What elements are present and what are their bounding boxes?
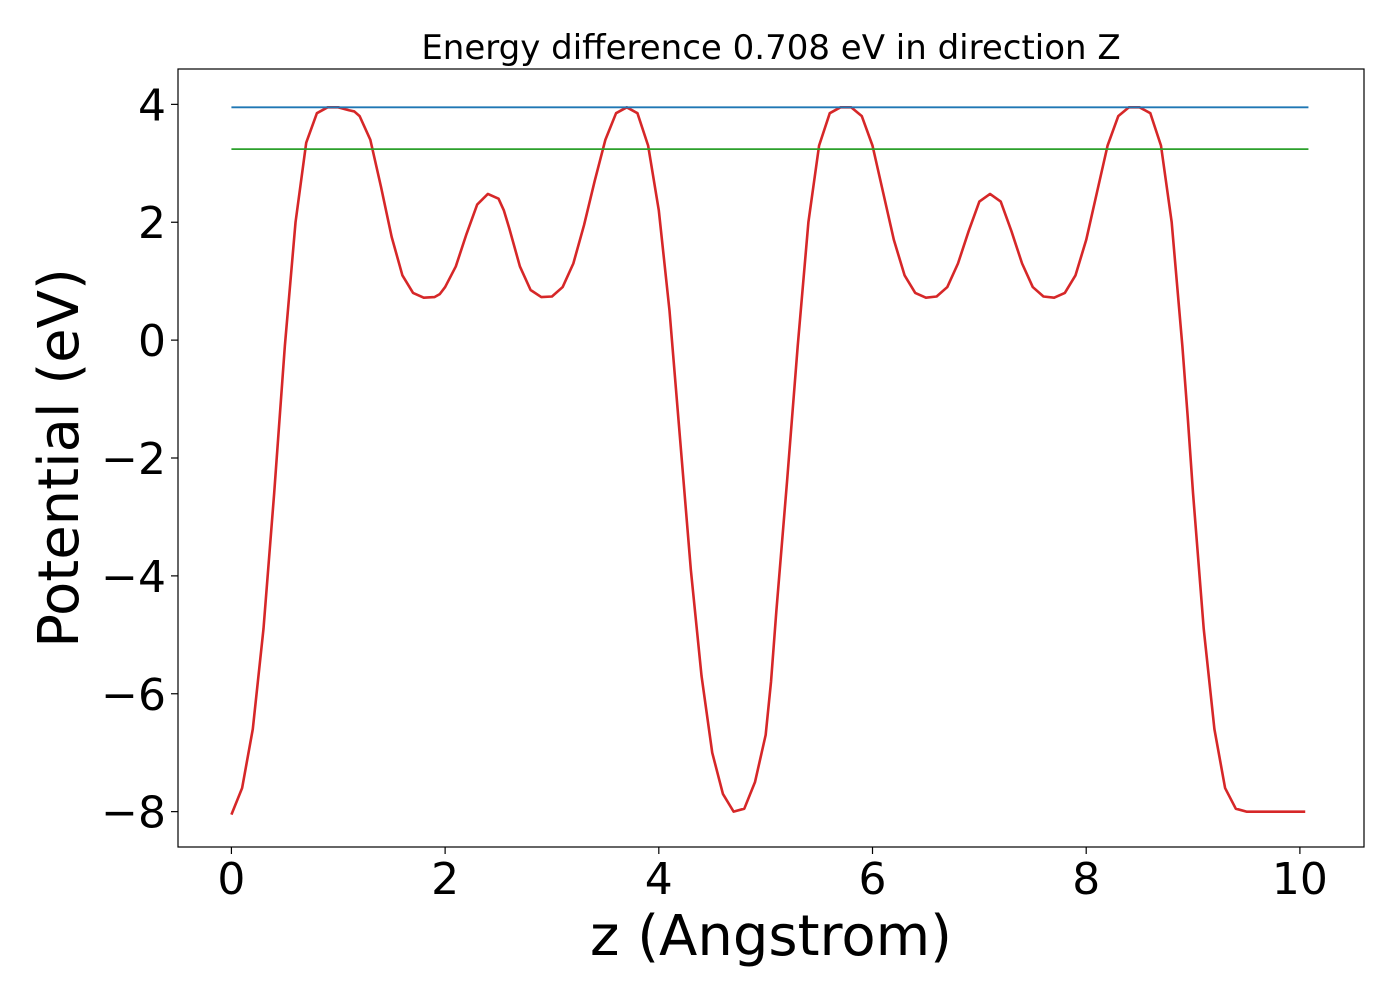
x-tick-label: 8: [1072, 854, 1100, 905]
y-tick-label: 4: [138, 80, 166, 131]
y-tick-label: −8: [101, 788, 166, 839]
x-tick-label: 0: [217, 854, 245, 905]
x-axis-label: z (Angstrom): [590, 904, 952, 969]
plot-area: [230, 106, 1309, 816]
y-axis: 4 2 0 −2 −4 −6 −8: [101, 80, 178, 839]
y-tick-label: −2: [101, 434, 166, 485]
x-tick-label: 2: [431, 854, 459, 905]
y-tick-label: −4: [101, 552, 166, 603]
x-axis: 0 2 4 6 8 10: [217, 847, 1328, 905]
chart-title: Energy difference 0.708 eV in direction …: [421, 28, 1120, 68]
potential-curve: [230, 106, 1306, 816]
x-tick-label: 4: [645, 854, 673, 905]
y-axis-label: Potential (eV): [27, 268, 92, 648]
y-tick-label: 2: [138, 198, 166, 249]
x-tick-label: 10: [1272, 854, 1328, 905]
y-tick-label: −6: [101, 670, 166, 721]
x-tick-label: 6: [859, 854, 887, 905]
y-tick-label: 0: [138, 316, 166, 367]
